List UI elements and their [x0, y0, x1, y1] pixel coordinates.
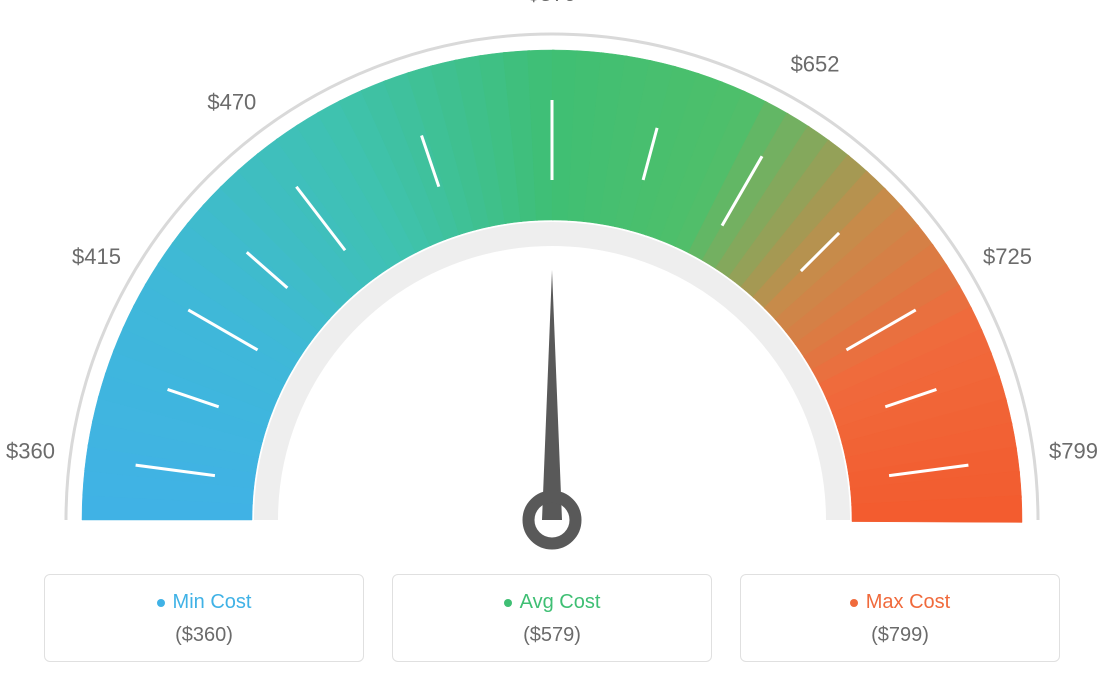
legend-value-min: ($360): [55, 624, 353, 647]
legend-value-avg: ($579): [403, 624, 701, 647]
legend-label-min: Min Cost: [157, 591, 252, 614]
gauge-area: $360 $415 $470 $579 $652 $725 $799: [0, 0, 1104, 560]
bullet-icon: [850, 599, 858, 607]
bullet-icon: [157, 599, 165, 607]
legend-text-avg: Avg Cost: [520, 591, 601, 614]
legend-label-avg: Avg Cost: [504, 591, 601, 614]
legend-card-max: Max Cost ($799): [740, 574, 1060, 662]
legend-card-avg: Avg Cost ($579): [392, 574, 712, 662]
svg-text:$652: $652: [791, 51, 840, 76]
legend-label-max: Max Cost: [850, 591, 950, 614]
svg-text:$799: $799: [1049, 438, 1098, 463]
svg-text:$725: $725: [983, 244, 1032, 269]
svg-text:$360: $360: [6, 438, 55, 463]
cost-gauge-widget: { "gauge": { "type": "gauge", "width": 1…: [0, 0, 1104, 690]
svg-text:$470: $470: [207, 90, 256, 115]
legend-text-min: Min Cost: [173, 591, 252, 614]
bullet-icon: [504, 599, 512, 607]
legend-text-max: Max Cost: [866, 591, 950, 614]
legend-card-min: Min Cost ($360): [44, 574, 364, 662]
svg-text:$579: $579: [528, 0, 577, 6]
legend-value-max: ($799): [751, 624, 1049, 647]
gauge-svg: $360 $415 $470 $579 $652 $725 $799: [0, 0, 1104, 560]
legend-row: Min Cost ($360) Avg Cost ($579) Max Cost…: [0, 574, 1104, 662]
svg-text:$415: $415: [72, 244, 121, 269]
